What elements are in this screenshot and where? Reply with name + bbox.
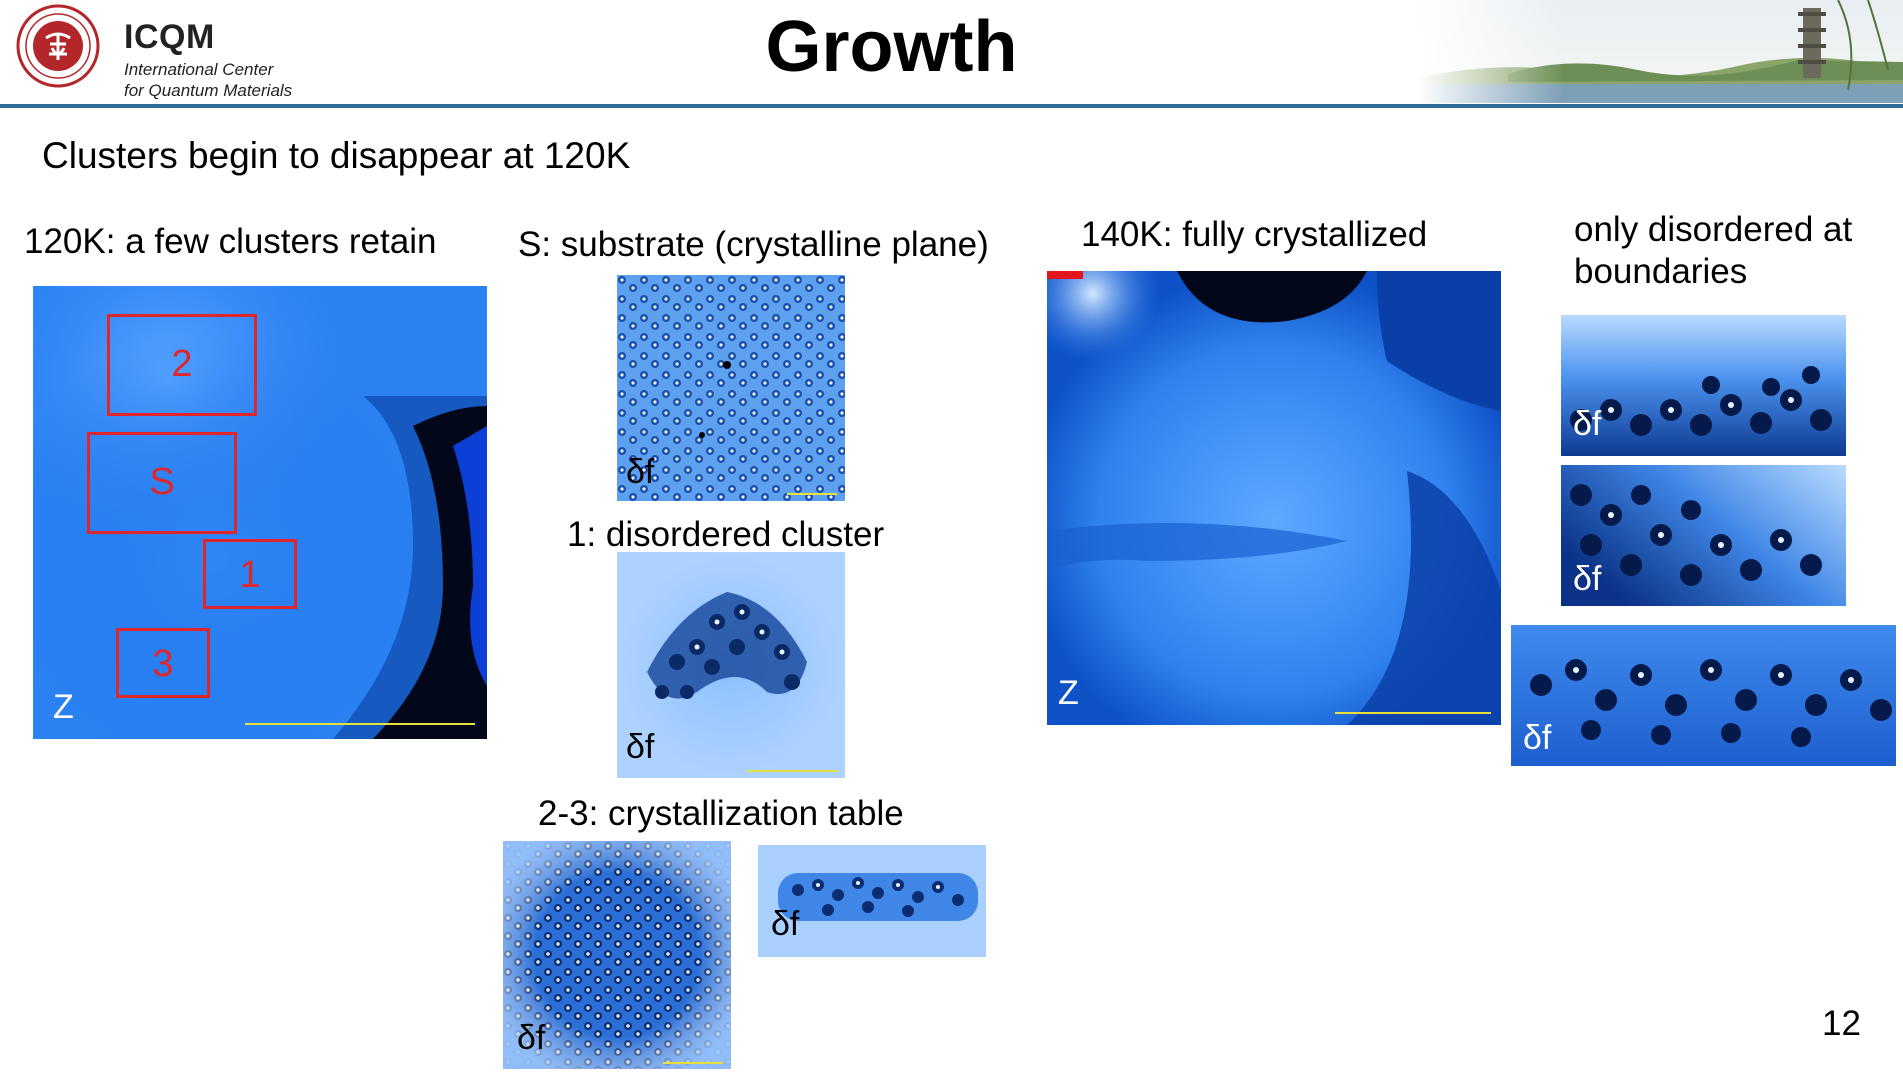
table-label: 2-3: crystallization table <box>538 794 904 833</box>
df-tag-substrate: δf <box>626 453 655 491</box>
org-name-line1: International Center <box>124 60 274 79</box>
region-box-2[interactable]: 2 <box>107 314 257 416</box>
peking-university-seal-logo <box>16 4 100 88</box>
topography-120k-image: 2 S 1 3 Z <box>33 286 487 739</box>
region-box-s[interactable]: S <box>87 432 237 534</box>
boundary-image-1: δf <box>1561 315 1846 456</box>
region-box-s-label: S <box>149 461 175 503</box>
z-channel-tag-140k: Z <box>1058 674 1079 712</box>
df-tag-boundary-1: δf <box>1573 405 1602 443</box>
page-title: Growth <box>765 7 1018 87</box>
region-box-2-label: 2 <box>171 343 193 385</box>
boundary-image-2: δf <box>1561 465 1846 606</box>
region-box-1-label: 1 <box>239 554 261 596</box>
slide-subtitle: Clusters begin to disappear at 120K <box>42 135 631 176</box>
boundary-image-3: δf <box>1511 625 1896 766</box>
substrate-image: δf <box>617 275 845 501</box>
z-channel-tag: Z <box>53 688 74 726</box>
page-number: 12 <box>1822 1004 1861 1043</box>
region-box-3-label: 3 <box>152 643 174 685</box>
scale-bar <box>245 723 475 725</box>
region-box-1[interactable]: 1 <box>203 539 297 609</box>
slide-header: ICQM International Center for Quantum Ma… <box>0 0 1903 108</box>
df-tag-boundary-2: δf <box>1573 560 1602 598</box>
org-short-name: ICQM <box>124 18 215 56</box>
boundary-label-line2: boundaries <box>1574 252 1748 291</box>
campus-photo-banner <box>1418 0 1903 103</box>
org-name-line2: for Quantum Materials <box>124 81 293 100</box>
right-panel-label: 140K: fully crystallized <box>1081 215 1428 254</box>
cluster-label: 1: disordered cluster <box>567 515 885 554</box>
left-panel-label: 120K: a few clusters retain <box>24 222 437 261</box>
substrate-label: S: substrate (crystalline plane) <box>518 225 989 264</box>
region-box-3[interactable]: 3 <box>116 628 210 698</box>
df-tag-table-1: δf <box>517 1019 546 1057</box>
crystallization-table-image-2: δf <box>758 845 986 957</box>
boundary-label-line1: only disordered at <box>1574 210 1853 249</box>
crystallization-table-image-1: δf <box>503 841 731 1069</box>
topography-140k-image: Z <box>1047 271 1501 725</box>
header-divider <box>0 104 1903 108</box>
df-tag-cluster: δf <box>626 728 655 766</box>
df-tag-boundary-3: δf <box>1523 719 1552 757</box>
df-tag-table-2: δf <box>771 905 800 943</box>
disordered-cluster-image: δf <box>617 552 845 778</box>
